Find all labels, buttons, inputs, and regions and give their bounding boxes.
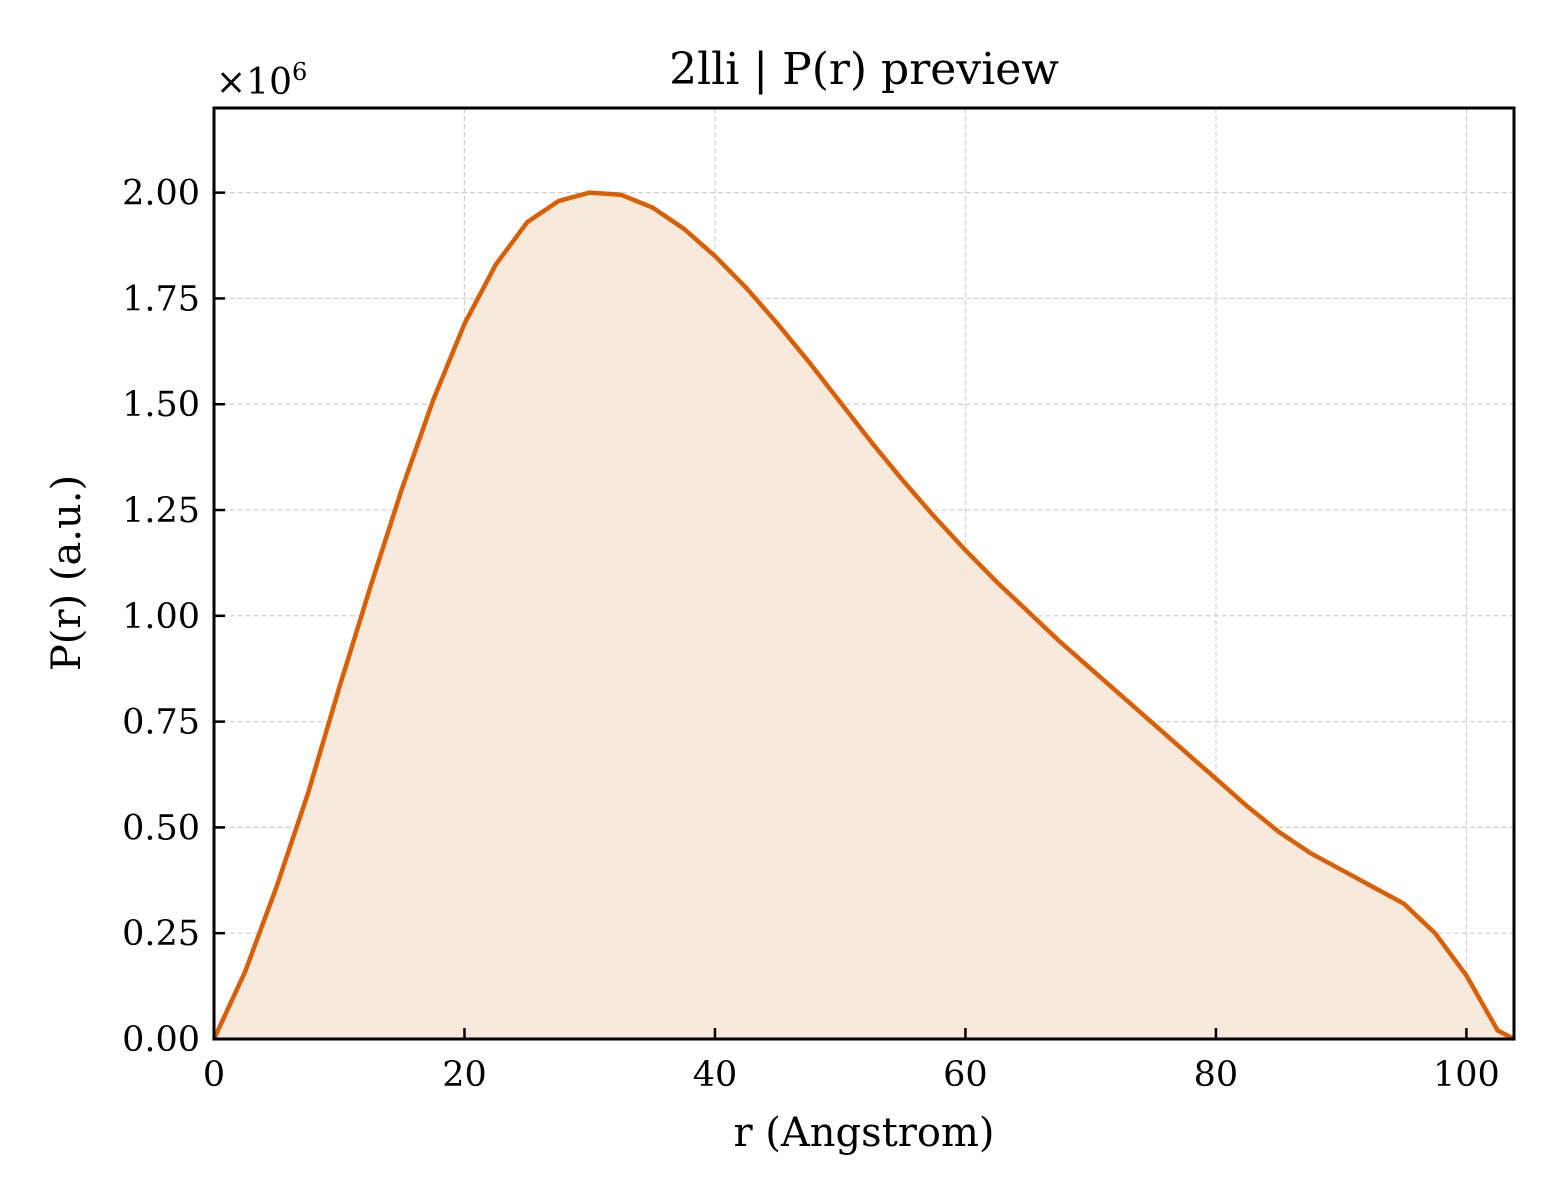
y-tick-label: 0.50: [122, 808, 200, 848]
ticks: 0 20 40 60 80 100 0.00 0.25 0.50 0.75 1.00 1.25 1.50…: [122, 174, 1500, 1095]
y-axis-label: P(r) (a.u.): [44, 475, 90, 671]
x-tick-label: 60: [943, 1055, 988, 1095]
y-tick-label: 0.75: [122, 703, 200, 743]
grid: [214, 108, 1514, 1039]
plot-data: [211, 190, 1516, 1041]
x-tick-label: 20: [442, 1055, 487, 1095]
chart-title: 2lli | P(r) preview: [669, 44, 1059, 95]
y-tick-label: 1.50: [122, 385, 200, 425]
x-tick-label: 0: [203, 1055, 225, 1095]
y-tick-label: 1.75: [122, 279, 200, 319]
x-tick-label: 80: [1194, 1055, 1239, 1095]
y-tick-label: 0.25: [122, 914, 200, 954]
x-tick-label: 100: [1433, 1055, 1500, 1095]
y-tick-label: 0.00: [122, 1020, 200, 1060]
y-tick-label: 1.25: [122, 491, 200, 531]
x-tick-label: 40: [693, 1055, 738, 1095]
y-multiplier-base: ×10: [216, 62, 292, 103]
x-axis-label: r (Angstrom): [733, 1110, 994, 1156]
series-line: [211, 190, 1516, 1041]
area-fill: [214, 192, 1514, 1040]
y-tick-label: 1.00: [122, 597, 200, 637]
plot-frame: [212, 106, 1516, 1041]
y-multiplier-exponent: 6: [292, 58, 307, 86]
y-tick-label: 2.00: [122, 174, 200, 214]
y-axis-multiplier: ×106: [216, 58, 307, 103]
